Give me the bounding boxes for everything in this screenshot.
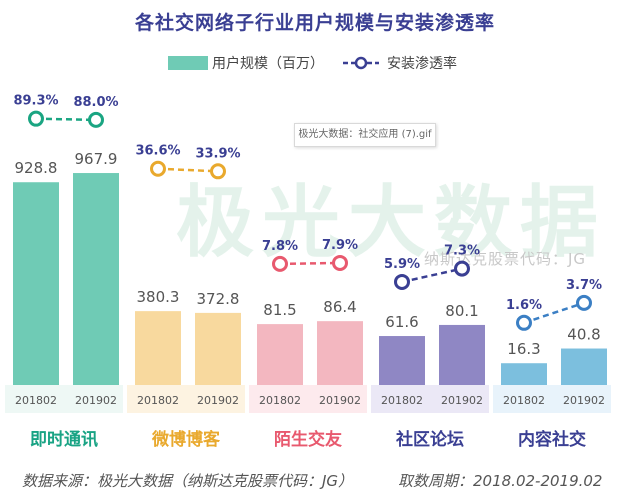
rate-label: 7.3%: [444, 244, 480, 259]
bar: [257, 324, 303, 385]
rate-line: [279, 261, 341, 266]
bar-value-label: 372.8: [197, 290, 240, 308]
rate-line: [523, 301, 585, 324]
rate-point: [210, 163, 226, 180]
x-tick-label: 201902: [75, 394, 117, 407]
rate-point: [394, 273, 410, 290]
category-label: 陌生交友: [274, 429, 342, 450]
bar: [13, 182, 59, 385]
x-tick-label: 201802: [381, 394, 423, 407]
rate-point: [272, 255, 288, 272]
rate-label: 36.6%: [135, 144, 180, 159]
x-tick-label: 201902: [441, 394, 483, 407]
footer-period: 取数周期：2018.02-2019.02: [398, 472, 603, 490]
bar: [379, 336, 425, 385]
watermark-brand: 极光大数据: [176, 178, 607, 268]
bar: [439, 324, 485, 385]
x-tick-label: 201802: [15, 394, 57, 407]
period-band: [493, 385, 611, 413]
rate-point: [454, 260, 470, 277]
rate-point: [150, 160, 166, 177]
rate-point: [332, 254, 348, 271]
x-tick-label: 201902: [319, 394, 361, 407]
bar: [317, 321, 363, 385]
period-band: [371, 385, 489, 413]
legend-line-swatch: [343, 56, 379, 70]
rate-line: [401, 267, 463, 284]
bar-value-label: 80.1: [445, 302, 478, 320]
category-label: 即时通讯: [30, 430, 98, 450]
x-tick-label: 201802: [137, 394, 179, 407]
bar-value-label: 967.9: [75, 150, 118, 168]
bar-value-label: 16.3: [507, 340, 540, 358]
bar-value-label: 928.8: [15, 159, 58, 177]
rate-line: [35, 117, 97, 122]
legend-bar-label: 用户规模（百万）: [212, 56, 324, 72]
bar-value-label: 86.4: [323, 298, 356, 316]
bar-value-label: 81.5: [263, 301, 296, 319]
x-tick-label: 201902: [197, 394, 239, 407]
rate-label: 1.6%: [506, 298, 542, 313]
rate-point: [516, 314, 532, 331]
rate-label: 5.9%: [384, 257, 420, 272]
period-band: [5, 385, 123, 413]
bar: [195, 312, 241, 385]
category-label: 内容社交: [518, 429, 586, 450]
x-tick-label: 201902: [563, 394, 605, 407]
bar-value-label: 380.3: [137, 288, 180, 306]
bar-value-label: 61.6: [385, 313, 418, 331]
bar: [135, 311, 181, 385]
rate-point: [88, 111, 104, 128]
period-band: [127, 385, 245, 413]
bar: [73, 173, 119, 385]
rate-label: 33.9%: [195, 146, 240, 161]
rate-point: [28, 110, 44, 127]
rate-point: [576, 294, 592, 311]
x-tick-label: 201802: [259, 394, 301, 407]
category-label: 社区论坛: [395, 429, 464, 450]
period-band: [249, 385, 367, 413]
legend-line-label: 安装渗透率: [387, 56, 457, 72]
legend-bar-swatch: [168, 56, 208, 70]
x-tick-label: 201802: [503, 394, 545, 407]
rate-label: 7.9%: [322, 238, 358, 253]
bar: [561, 348, 607, 385]
watermark-file-label: 极光大数据：社交应用 (7).gif: [294, 123, 436, 147]
rate-label: 88.0%: [73, 95, 118, 110]
rate-label: 3.7%: [566, 278, 602, 293]
bar-value-label: 40.8: [567, 326, 600, 344]
rate-line: [157, 167, 219, 173]
category-label: 微博博客: [151, 429, 221, 450]
rate-label: 7.8%: [262, 239, 298, 254]
rate-label: 89.3%: [13, 94, 58, 109]
chart-title: 各社交网络子行业用户规模与安装渗透率: [134, 12, 495, 34]
footer-source: 数据来源：极光大数据（纳斯达克股票代码：JG）: [22, 472, 354, 490]
bar: [501, 363, 547, 385]
